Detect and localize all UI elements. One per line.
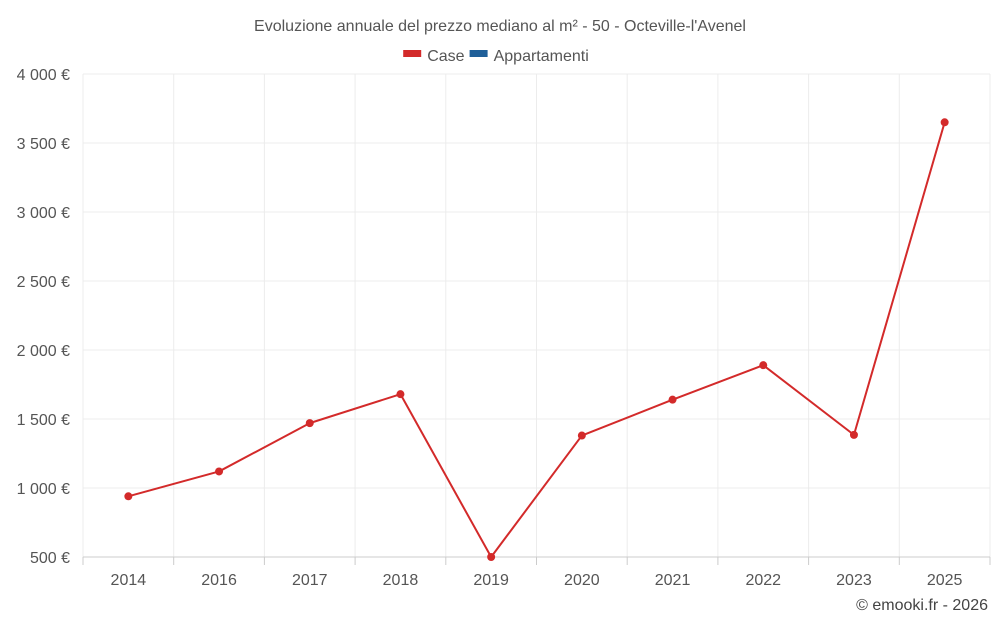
y-tick-label: 3 000 € [17,205,70,222]
data-point[interactable] [668,395,677,404]
y-tick-label: 3 500 € [17,136,70,153]
y-tick-label: 500 € [30,550,70,567]
x-tick-label: 2020 [564,572,600,589]
x-tick-label: 2025 [927,572,963,589]
chart-title: Evoluzione annuale del prezzo mediano al… [254,18,746,35]
series-line-case [128,122,946,558]
y-tick-label: 2 500 € [17,274,70,291]
data-point[interactable] [305,419,314,428]
x-tick-label: 2018 [383,572,419,589]
x-tick-label: 2016 [201,572,237,589]
series-layer [124,118,949,561]
legend-swatch [469,50,488,57]
legend-item-case[interactable]: Case [403,48,465,65]
x-tick-label: 2019 [473,572,509,589]
x-tick-label: 2022 [745,572,781,589]
data-point[interactable] [577,431,586,440]
legend-label: Case [427,48,464,65]
y-tick-label: 4 000 € [17,67,70,84]
y-axis: 500 € 1 000 € 1 500 € 2 000 € 2 500 € 3 000 €… [17,67,70,567]
legend-swatch [403,50,422,57]
x-tick-label: 2014 [111,572,147,589]
legend: Case Appartamenti [403,48,589,65]
legend-item-appartamenti[interactable]: Appartamenti [469,48,589,65]
y-tick-label: 1 500 € [17,412,70,429]
data-point[interactable] [124,492,133,501]
x-tick-label: 2017 [292,572,328,589]
data-point[interactable] [849,430,858,439]
data-point[interactable] [396,390,405,399]
x-tick-label: 2023 [836,572,872,589]
legend-label: Appartamenti [494,48,589,65]
data-point[interactable] [940,118,949,127]
credit-text: © emooki.fr - 2026 [856,597,988,614]
data-point[interactable] [759,361,768,370]
data-point[interactable] [215,467,224,476]
y-tick-label: 2 000 € [17,343,70,360]
data-point[interactable] [487,553,496,561]
grid [82,73,991,565]
y-tick-label: 1 000 € [17,481,70,498]
x-axis: 2014 2016 2017 2018 2019 2020 2021 2022 2023 2025 [111,572,963,589]
x-tick-label: 2021 [655,572,691,589]
